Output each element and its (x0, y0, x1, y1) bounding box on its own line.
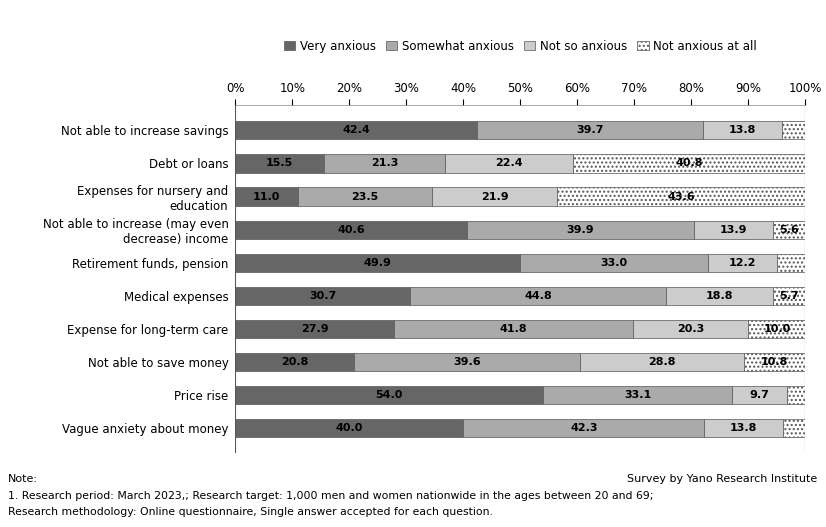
Text: 30.7: 30.7 (309, 291, 336, 301)
Bar (633, 320, 748, 338)
Bar (235, 253, 520, 272)
Bar (732, 386, 787, 404)
Text: 21.9: 21.9 (481, 191, 508, 201)
Text: 10.8: 10.8 (761, 357, 788, 367)
Bar (520, 253, 708, 272)
Bar (773, 220, 805, 239)
Bar (783, 419, 805, 437)
Bar (235, 353, 354, 371)
Bar (748, 320, 805, 338)
Text: 21.3: 21.3 (371, 159, 398, 169)
Bar (354, 353, 580, 371)
Text: 5.7: 5.7 (779, 291, 799, 301)
Bar (235, 154, 324, 172)
Text: 27.9: 27.9 (301, 324, 329, 334)
Bar (235, 287, 411, 305)
Text: 42.3: 42.3 (570, 423, 598, 433)
Text: 44.8: 44.8 (525, 291, 552, 301)
Text: 40.6: 40.6 (337, 225, 365, 235)
Bar (235, 320, 395, 338)
Text: 20.8: 20.8 (281, 357, 308, 367)
Bar (445, 154, 572, 172)
Bar (544, 386, 732, 404)
Bar (324, 154, 445, 172)
Text: 41.8: 41.8 (500, 324, 527, 334)
Text: 54.0: 54.0 (376, 390, 403, 400)
Text: 15.5: 15.5 (266, 159, 293, 169)
Text: 23.5: 23.5 (351, 191, 378, 201)
Text: 9.7: 9.7 (749, 390, 769, 400)
Bar (743, 353, 805, 371)
Bar (705, 419, 783, 437)
Bar (708, 253, 777, 272)
Bar (411, 287, 666, 305)
Text: 33.0: 33.0 (601, 258, 628, 268)
Bar (694, 220, 773, 239)
Text: 49.9: 49.9 (363, 258, 392, 268)
Bar (235, 220, 467, 239)
Text: 39.6: 39.6 (453, 357, 481, 367)
Text: 22.4: 22.4 (495, 159, 523, 169)
Bar (580, 353, 743, 371)
Bar (703, 121, 782, 140)
Text: Survey by Yano Research Institute: Survey by Yano Research Institute (628, 474, 818, 484)
Text: 20.3: 20.3 (676, 324, 704, 334)
Text: 13.9: 13.9 (720, 225, 748, 235)
Text: 1. Research period: March 2023,; Research target: 1,000 men and women nationwide: 1. Research period: March 2023,; Researc… (8, 491, 653, 501)
Bar (782, 121, 805, 140)
Bar (773, 287, 805, 305)
Text: Note:: Note: (8, 474, 38, 484)
Bar (666, 287, 773, 305)
Bar (235, 121, 477, 140)
Bar (235, 386, 544, 404)
Text: 10.0: 10.0 (763, 324, 790, 334)
Text: 13.8: 13.8 (729, 125, 757, 135)
Text: 33.1: 33.1 (624, 390, 651, 400)
Text: 18.8: 18.8 (705, 291, 733, 301)
Bar (777, 253, 805, 272)
Bar (467, 220, 694, 239)
Bar (572, 154, 805, 172)
Text: 28.8: 28.8 (648, 357, 676, 367)
Bar (463, 419, 705, 437)
Text: Research methodology: Online questionnaire, Single answer accepted for each ques: Research methodology: Online questionnai… (8, 508, 493, 518)
Bar (235, 188, 298, 206)
Text: 39.7: 39.7 (577, 125, 604, 135)
Bar (298, 188, 432, 206)
Text: 13.8: 13.8 (730, 423, 757, 433)
Bar (432, 188, 557, 206)
Text: 40.8: 40.8 (676, 159, 703, 169)
Legend: Very anxious, Somewhat anxious, Not so anxious, Not anxious at all: Very anxious, Somewhat anxious, Not so a… (279, 35, 762, 57)
Bar (235, 419, 463, 437)
Bar (395, 320, 633, 338)
Text: 12.2: 12.2 (729, 258, 757, 268)
Text: 43.6: 43.6 (667, 191, 695, 201)
Text: 39.9: 39.9 (567, 225, 595, 235)
Text: 42.4: 42.4 (342, 125, 370, 135)
Text: 40.0: 40.0 (335, 423, 363, 433)
Text: 5.6: 5.6 (780, 225, 800, 235)
Text: 11.0: 11.0 (253, 191, 281, 201)
Bar (557, 188, 805, 206)
Bar (477, 121, 703, 140)
Bar (787, 386, 805, 404)
